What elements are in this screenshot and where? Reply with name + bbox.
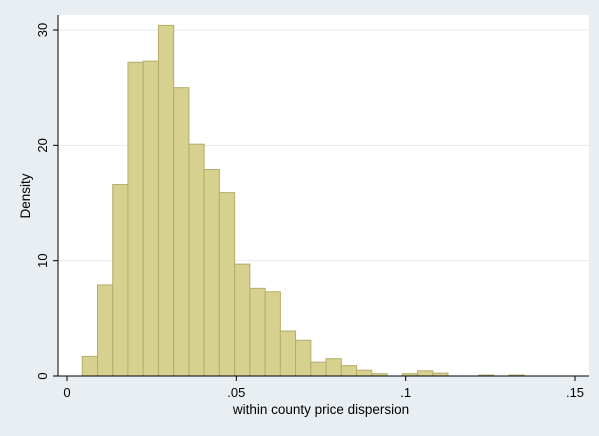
x-axis-title: within county price dispersion — [232, 402, 409, 417]
y-tick-label: 0 — [35, 372, 50, 379]
histogram-bar — [295, 339, 312, 377]
histogram-bar — [112, 184, 129, 377]
histogram-bar — [203, 169, 220, 377]
histogram-bar — [356, 369, 373, 377]
histogram-bar — [81, 355, 98, 377]
axes — [53, 15, 589, 381]
y-tick-label: 30 — [35, 23, 50, 37]
histogram-bar — [249, 287, 266, 377]
x-tick-label: 0 — [63, 385, 70, 400]
histogram-bar — [279, 330, 297, 377]
histogram-bar — [96, 284, 114, 377]
histogram-bar — [325, 358, 342, 377]
tick-labels: 0 .05 .1 .15 0 10 20 30 — [35, 23, 584, 400]
histogram-bar — [340, 365, 358, 377]
y-tick-label: 10 — [35, 253, 50, 267]
x-tick-label: .1 — [400, 385, 411, 400]
histogram-bar — [218, 192, 236, 377]
histogram-bars — [81, 24, 525, 377]
y-tick-label: 20 — [35, 138, 50, 152]
x-tick-label: .05 — [227, 385, 245, 400]
histogram-bar — [310, 361, 327, 377]
histogram-bar — [264, 291, 281, 377]
histogram-bar — [417, 370, 434, 377]
histogram-bar — [188, 143, 205, 377]
x-tick-label: .15 — [566, 385, 584, 400]
histogram-bar — [157, 24, 175, 377]
histogram-bar — [234, 263, 251, 377]
histogram-bar — [142, 60, 159, 377]
y-axis-title: Density — [18, 173, 33, 218]
histogram-bar — [127, 61, 144, 377]
histogram-bar — [173, 87, 190, 377]
